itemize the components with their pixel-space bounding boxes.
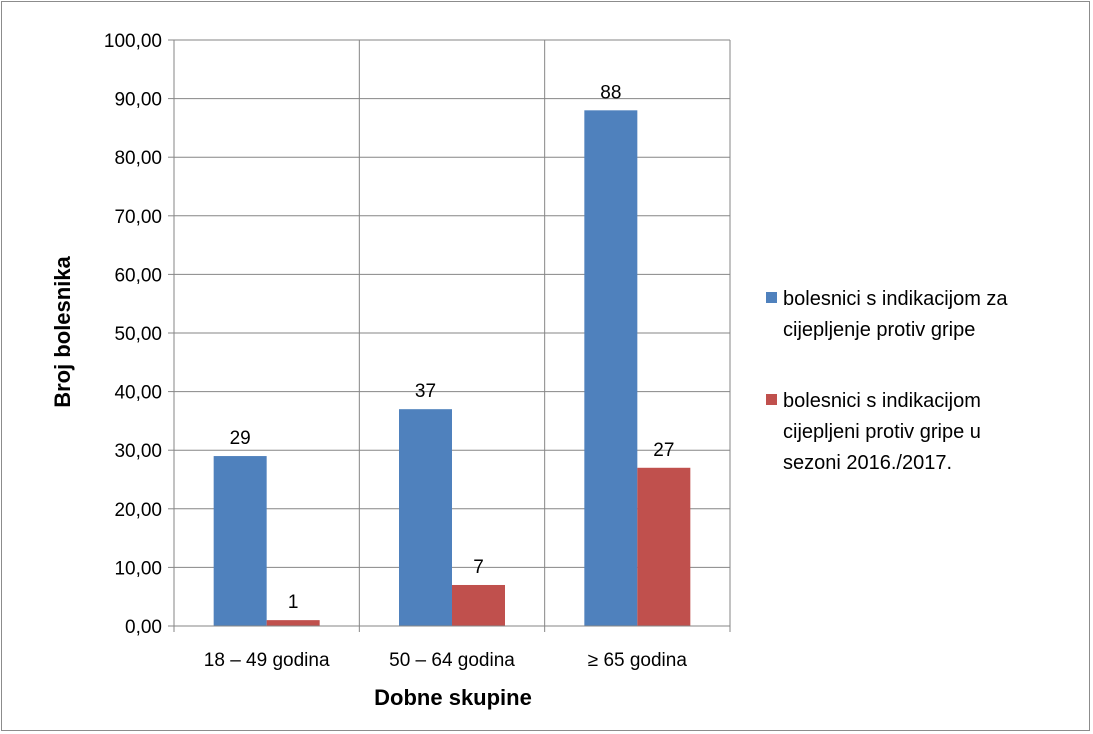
y-tick-label: 0,00 bbox=[125, 617, 162, 638]
legend-swatch-series2 bbox=[766, 394, 777, 405]
y-tick-label: 90,00 bbox=[114, 90, 162, 111]
data-labels: 29 37 88 1 7 27 bbox=[230, 82, 675, 613]
axes bbox=[168, 39, 731, 632]
bar-series2-3 bbox=[637, 467, 691, 626]
y-tick-label: 100,00 bbox=[104, 31, 162, 52]
bars bbox=[213, 110, 691, 626]
legend: bolesnici s indikacijom za cijepljenje pr… bbox=[766, 288, 1008, 474]
y-tick-label: 50,00 bbox=[114, 324, 162, 345]
y-tick-label: 70,00 bbox=[114, 207, 162, 228]
x-axis-title: Dobne skupine bbox=[374, 685, 532, 710]
y-axis-title: Broj bolesnika bbox=[50, 255, 75, 407]
y-tick-label: 10,00 bbox=[114, 558, 162, 579]
y-tick-label: 30,00 bbox=[114, 441, 162, 462]
x-tick-label: 18 – 49 godina bbox=[204, 650, 330, 671]
y-tick-label: 40,00 bbox=[114, 383, 162, 404]
bar-series1-1 bbox=[213, 456, 267, 626]
y-tick-label: 20,00 bbox=[114, 500, 162, 521]
legend-label-series2: bolesnici s indikacijom bbox=[783, 390, 981, 412]
bar-series2-1 bbox=[266, 620, 320, 626]
data-label: 27 bbox=[653, 440, 674, 461]
legend-swatch-series1 bbox=[766, 292, 777, 303]
legend-label-series1: cijepljenje protiv gripe bbox=[783, 319, 975, 341]
data-label: 37 bbox=[415, 381, 436, 402]
data-label: 1 bbox=[288, 592, 299, 613]
legend-label-series2: cijepljeni protiv gripe u bbox=[783, 421, 981, 443]
data-label: 29 bbox=[230, 428, 251, 449]
data-label: 88 bbox=[600, 82, 621, 103]
legend-label-series1: bolesnici s indikacijom za bbox=[783, 288, 1008, 310]
x-tick-label: 50 – 64 godina bbox=[389, 650, 515, 671]
x-tick-label: ≥ 65 godina bbox=[588, 650, 688, 671]
bar-series2-2 bbox=[452, 584, 505, 626]
data-label: 7 bbox=[473, 557, 484, 578]
y-tick-label: 80,00 bbox=[114, 148, 162, 169]
x-tick-labels: 18 – 49 godina 50 – 64 godina ≥ 65 godina bbox=[204, 650, 688, 671]
y-tick-label: 60,00 bbox=[114, 265, 162, 286]
bar-series1-2 bbox=[399, 409, 452, 626]
bar-series1-3 bbox=[584, 110, 638, 626]
y-tick-labels: 0,00 10,00 20,00 30,00 40,00 50,00 60,00 70,00 8… bbox=[104, 31, 162, 638]
legend-label-series2: sezoni 2016./2017. bbox=[783, 452, 952, 474]
